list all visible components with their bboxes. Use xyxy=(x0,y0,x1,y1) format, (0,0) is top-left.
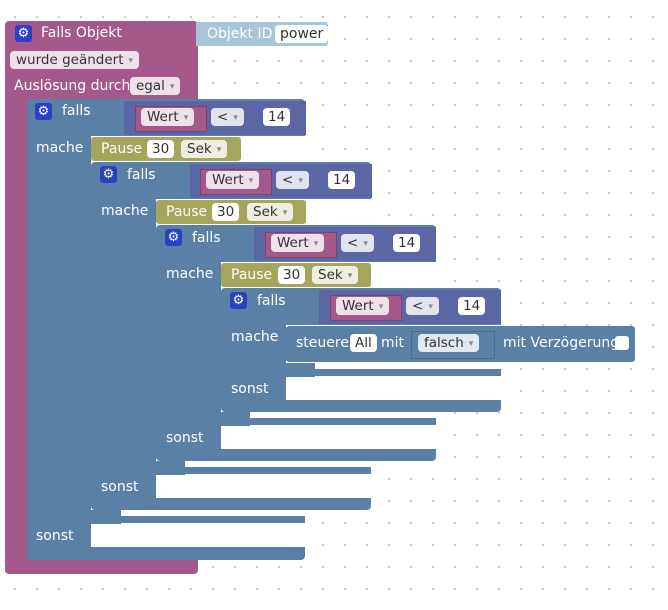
if-block-1-sonst-label: sonst xyxy=(36,528,74,544)
operator-dropdown-4[interactable]: < ▾ xyxy=(406,297,439,315)
variable-dropdown-3[interactable]: Wert ▾ xyxy=(271,234,325,252)
if-block-2-sonst-label: sonst xyxy=(101,479,139,495)
variable-dropdown-4[interactable]: Wert ▾ xyxy=(336,297,390,315)
if-block-3-divider xyxy=(156,412,250,426)
if-block-3-mache-label: mache xyxy=(166,266,214,282)
if-block-4-sonst-gap xyxy=(286,376,501,400)
object-id-value[interactable]: power xyxy=(275,25,329,43)
if-block-4-sonst-label: sonst xyxy=(231,381,269,397)
variable-dropdown-1[interactable]: Wert ▾ xyxy=(141,108,195,126)
number-value-1[interactable]: 14 xyxy=(263,108,291,126)
if-block-1-divider xyxy=(27,510,121,524)
object-id-label: Objekt ID xyxy=(207,26,273,42)
number-value-4[interactable]: 14 xyxy=(458,297,486,315)
pause-1-amount[interactable]: 30 xyxy=(147,140,175,158)
if-block-2-sonst-gap xyxy=(156,474,371,498)
ausloesung-label: Auslösung durch xyxy=(14,78,131,94)
pause-2-unit-dropdown[interactable]: Sek ▾ xyxy=(247,203,294,221)
if-block-2-mache-label: mache xyxy=(101,203,149,219)
if-block-4-mache-label: mache xyxy=(231,329,279,345)
delay-checkbox[interactable] xyxy=(615,336,629,350)
if-block-2-divider xyxy=(91,461,185,475)
if-block-2-falls-label: falls xyxy=(127,167,156,183)
pause-3-unit-dropdown[interactable]: Sek ▾ xyxy=(312,266,359,284)
pause-2-label: Pause xyxy=(166,204,208,220)
trigger-dropdown[interactable]: wurde geändert ▾ xyxy=(10,51,140,69)
pause-2-amount[interactable]: 30 xyxy=(212,203,240,221)
if-block-1-mache-label: mache xyxy=(36,140,84,156)
pause-1-label: Pause xyxy=(101,141,143,157)
event-title: Falls Objekt xyxy=(41,25,122,41)
steuere-mit-label: mit xyxy=(381,335,405,351)
if-block-3-sonst-label: sonst xyxy=(166,430,204,446)
if-block-1-falls-label: falls xyxy=(62,103,91,119)
operator-dropdown-3[interactable]: < ▾ xyxy=(341,234,374,252)
if-block-3-falls-label: falls xyxy=(192,230,221,246)
steuere-value-dropdown[interactable]: falsch ▾ xyxy=(418,334,480,352)
number-value-2[interactable]: 14 xyxy=(328,171,356,189)
ausloesung-dropdown[interactable]: egal ▾ xyxy=(130,77,181,95)
steuere-target[interactable]: All xyxy=(350,334,377,352)
pause-1-unit-dropdown[interactable]: Sek ▾ xyxy=(181,140,228,158)
pause-3-amount[interactable]: 30 xyxy=(278,266,306,284)
operator-dropdown-1[interactable]: < ▾ xyxy=(211,108,244,126)
if-block-3-settings-icon[interactable]: ⚙ xyxy=(165,229,182,246)
if-block-4-falls-label: falls xyxy=(257,293,286,309)
if-block-1-sonst-gap xyxy=(91,523,305,547)
operator-dropdown-2[interactable]: < ▾ xyxy=(276,171,309,189)
if-block-2-settings-icon[interactable]: ⚙ xyxy=(100,166,117,183)
pause-3-label: Pause xyxy=(231,267,273,283)
if-block-4-divider xyxy=(221,363,315,377)
if-block-4-settings-icon[interactable]: ⚙ xyxy=(230,292,247,309)
steuere-delay-label: mit Verzögerung xyxy=(503,335,620,351)
if-block-3-sonst-gap xyxy=(221,425,436,449)
number-value-3[interactable]: 14 xyxy=(393,234,421,252)
if-block-1-settings-icon[interactable]: ⚙ xyxy=(35,103,52,120)
event-settings-icon[interactable]: ⚙ xyxy=(15,25,32,42)
variable-dropdown-2[interactable]: Wert ▾ xyxy=(206,171,260,189)
steuere-label: steuere xyxy=(296,335,349,351)
